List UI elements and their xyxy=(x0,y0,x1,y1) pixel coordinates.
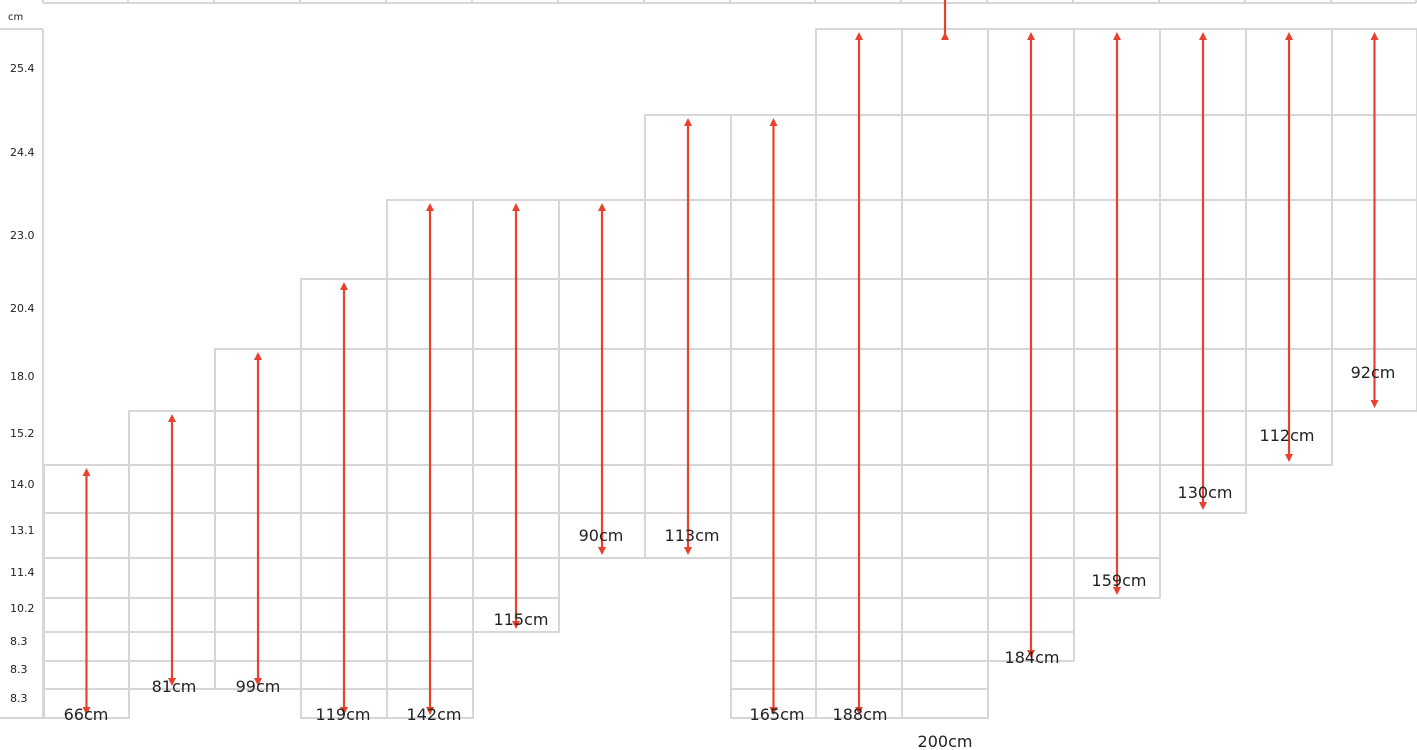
measurement-label: 130cm xyxy=(1178,483,1233,502)
measurement-labels: 66cm 81cm 99cm 119cm 142cm 115cm 90cm 113cm 165c… xyxy=(64,363,1396,750)
measurement-label: 188cm xyxy=(833,705,888,724)
measurement-arrow xyxy=(1199,32,1207,510)
top-border-strip xyxy=(42,0,1417,4)
measurement-arrow xyxy=(1370,32,1379,408)
measurement-arrow xyxy=(769,118,778,715)
measurement-label: 90cm xyxy=(579,526,624,545)
row-label: 11.4 xyxy=(10,566,35,579)
grid-cell xyxy=(901,631,989,662)
measurement-arrow xyxy=(82,468,91,715)
measurement-label: 66cm xyxy=(64,705,109,724)
row-label: 14.0 xyxy=(10,478,35,491)
measurement-arrow xyxy=(941,0,949,40)
grid-cells xyxy=(0,28,1417,719)
unit-label: cm xyxy=(8,12,23,23)
measurement-label: 200cm xyxy=(918,732,973,750)
measurement-label: 165cm xyxy=(750,705,805,724)
row-label: 13.1 xyxy=(10,524,35,537)
measurement-label: 81cm xyxy=(152,677,197,696)
measurement-arrow xyxy=(340,282,348,715)
measurement-arrow xyxy=(426,203,434,715)
row-label: 23.0 xyxy=(10,229,35,242)
measurement-arrow xyxy=(1285,32,1293,462)
measurement-label: 115cm xyxy=(494,610,549,629)
measurement-arrows xyxy=(82,0,1379,715)
row-label: 8.3 xyxy=(10,663,28,676)
measurement-arrow xyxy=(1113,32,1121,595)
grid-cell xyxy=(901,597,989,633)
measurement-label: 142cm xyxy=(407,705,462,724)
measurement-arrow xyxy=(512,203,520,629)
grid-cell xyxy=(901,28,989,116)
grid-cell xyxy=(901,557,989,599)
measurement-arrow xyxy=(598,203,606,555)
row-label: 24.4 xyxy=(10,146,35,159)
measurement-arrow xyxy=(254,352,262,686)
row-labels: 25.4 24.4 23.0 20.4 18.0 15.2 14.0 13.1 11.4 10.2… xyxy=(10,62,35,705)
grid-cell xyxy=(901,512,989,559)
row-label: 8.3 xyxy=(10,692,28,705)
row-label: 18.0 xyxy=(10,370,35,383)
measurement-arrow xyxy=(168,414,176,686)
measurement-label: 184cm xyxy=(1005,648,1060,667)
measurement-arrow xyxy=(1027,32,1035,658)
grid-cell xyxy=(901,464,989,514)
measurement-arrow xyxy=(855,32,863,715)
measurement-label: 112cm xyxy=(1260,426,1315,445)
grid-cell xyxy=(901,410,989,466)
row-label: 20.4 xyxy=(10,302,35,315)
grid-cell xyxy=(901,660,989,690)
measurement-label: 113cm xyxy=(665,526,720,545)
grid-cell xyxy=(901,114,989,201)
grid-cell xyxy=(901,688,989,719)
measurement-label: 159cm xyxy=(1092,571,1147,590)
grid-cell xyxy=(901,199,989,280)
measurement-label: 99cm xyxy=(236,677,281,696)
row-label: 15.2 xyxy=(10,427,35,440)
row-label: 25.4 xyxy=(10,62,35,75)
measurement-label: 119cm xyxy=(316,705,371,724)
grid-cell xyxy=(901,348,989,412)
row-label: 8.3 xyxy=(10,635,28,648)
measurement-arrow xyxy=(684,118,692,555)
grid-cell xyxy=(901,278,989,350)
row-label: 10.2 xyxy=(10,602,35,615)
measurement-label: 92cm xyxy=(1351,363,1396,382)
